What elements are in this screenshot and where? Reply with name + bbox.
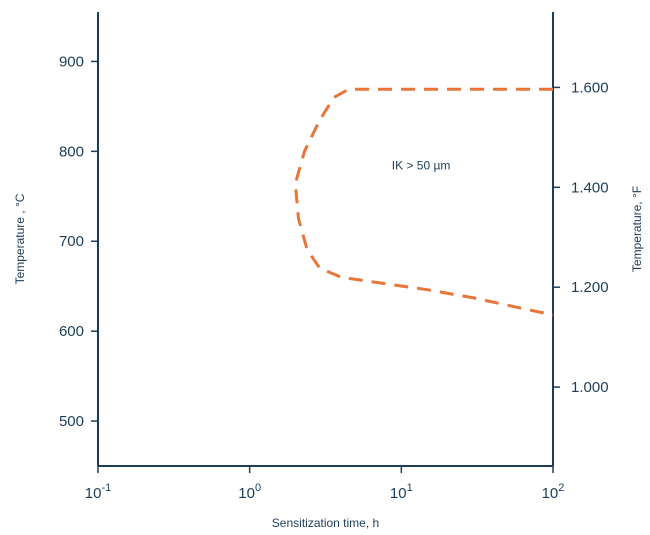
y-tick-label: 900 xyxy=(59,53,84,70)
y-tick-label: 600 xyxy=(59,323,84,340)
y-axis-title: Temperature , °C xyxy=(13,193,27,284)
x-tick-label: 10-1 xyxy=(85,482,111,502)
y2-tick-label: 1.400 xyxy=(571,179,609,196)
y2-axis-title: Temperature, °F xyxy=(630,186,644,272)
x-tick-label: 101 xyxy=(390,482,413,502)
series-line-0 xyxy=(293,87,554,317)
series-layer xyxy=(293,87,554,317)
y-tick-label: 800 xyxy=(59,143,84,160)
y2-tick-label: 1.000 xyxy=(571,379,609,396)
axes xyxy=(97,12,554,467)
x-tick-label: 100 xyxy=(238,482,261,502)
x-tick-label: 102 xyxy=(542,482,565,502)
y-tick-label: 700 xyxy=(59,233,84,250)
annotation-label: IK > 50 µm xyxy=(392,159,451,173)
y2-tick-label: 1.600 xyxy=(571,79,609,96)
x-axis-title: Sensitization time, h xyxy=(272,516,379,530)
labels: 10-1 100 101 102 500 600 700 800 900 1.000 1.200 1.… xyxy=(13,53,644,530)
y2-tick-label: 1.200 xyxy=(571,279,609,296)
y-tick-label: 500 xyxy=(59,413,84,430)
ticks xyxy=(91,60,560,473)
